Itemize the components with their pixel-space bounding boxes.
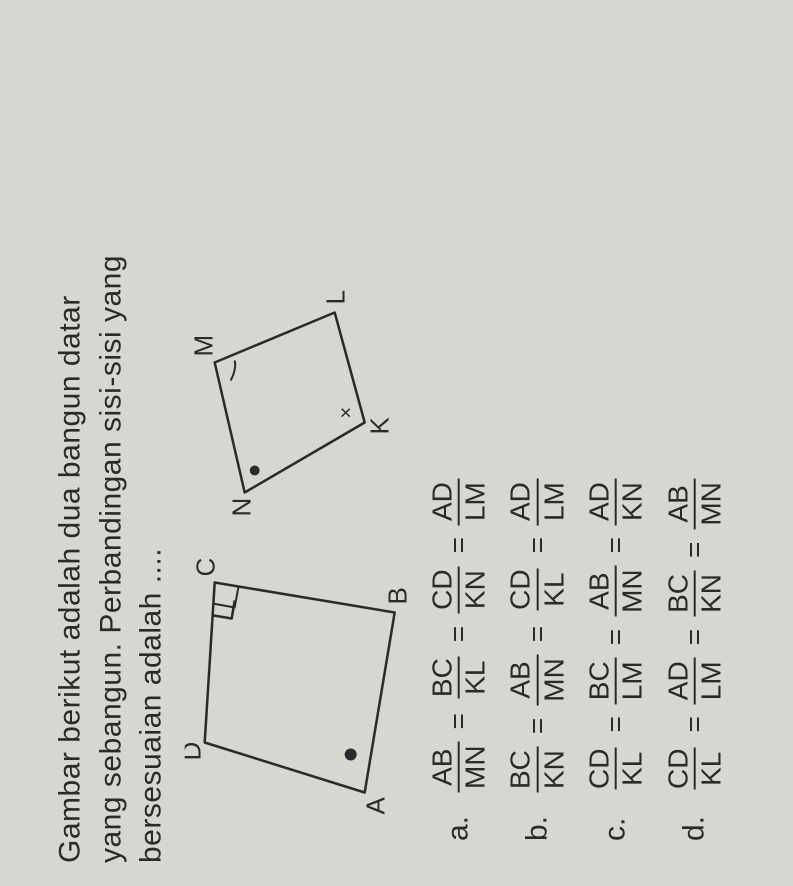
quad-klmn [214, 313, 364, 493]
frac: BCKN [506, 746, 569, 793]
option-label-d: d. [678, 793, 712, 841]
right-angle-mark-c [213, 601, 234, 619]
answer-options: a. ABMN = BCKL = CDKN = ADLM b. BCKN = A… [427, 23, 726, 841]
option-label-c: c. [599, 793, 633, 841]
equals-sign: = [521, 535, 553, 555]
angle-arc-m [230, 361, 235, 381]
option-a-expr: ABMN = BCKL = CDKN = ADLM [427, 478, 490, 793]
frac: ABMN [585, 565, 648, 617]
option-c-expr: CDKL = BCLM = ABMN = ADKN [585, 478, 648, 793]
frac: BCKN [664, 570, 727, 617]
equals-sign: = [443, 535, 475, 555]
q-line-3: bersesuaian adalah .... [135, 548, 168, 863]
frac: BCLM [585, 657, 648, 704]
frac: BCKL [427, 654, 490, 701]
x-mark-k: × [335, 407, 357, 419]
frac: CDKL [585, 745, 648, 793]
frac: ABMN [506, 654, 569, 706]
label-b: B [382, 588, 412, 605]
option-d-expr: CDKL = ADLM = BCKN = ABMN [664, 478, 727, 793]
option-c: c. CDKL = BCLM = ABMN = ADKN [585, 23, 648, 841]
equals-sign: = [521, 716, 553, 736]
question-text: Gambar berikut adalah dua bangun datar y… [51, 23, 173, 863]
frac: ADLM [427, 478, 490, 525]
frac: ADLM [664, 657, 727, 704]
q-line-2: yang sebangun. Perbandingan sisi-sisi ya… [94, 255, 127, 863]
label-n: N [226, 498, 256, 517]
label-m: M [188, 335, 218, 357]
right-angle-mark-c2 [212, 586, 238, 608]
equals-sign: = [443, 711, 475, 731]
equals-sign: = [679, 540, 711, 560]
option-label-b: b. [520, 793, 554, 841]
equals-sign: = [679, 627, 711, 647]
equals-sign: = [600, 714, 632, 734]
option-b: b. BCKN = ABMN = CDKL = ADLM [506, 23, 569, 841]
diagram-svg: A B C D N M L K × [184, 273, 414, 833]
label-k: K [364, 417, 394, 435]
frac: ABMN [427, 741, 490, 793]
frac: CDKN [427, 565, 490, 613]
option-label-a: a. [442, 793, 476, 841]
label-d: D [184, 742, 206, 761]
angle-dot-n [249, 466, 259, 476]
frac: ADKN [585, 478, 648, 525]
frac: CDKL [506, 565, 569, 613]
geometry-diagram: A B C D N M L K × [184, 23, 419, 833]
angle-dot-a [344, 749, 356, 761]
option-d: d. CDKL = ADLM = BCKN = ABMN [664, 23, 727, 841]
page-rotated: Gambar berikut adalah dua bangun datar y… [0, 47, 793, 840]
label-l: L [320, 291, 350, 305]
problem-content: Gambar berikut adalah dua bangun datar y… [51, 23, 743, 863]
frac: CDKL [664, 745, 727, 793]
option-b-expr: BCKN = ABMN = CDKL = ADLM [506, 478, 569, 793]
equals-sign: = [443, 624, 475, 644]
label-a: A [360, 797, 390, 815]
option-a: a. ABMN = BCKL = CDKN = ADLM [427, 23, 490, 841]
frac: ABMN [664, 478, 727, 530]
equals-sign: = [521, 624, 553, 644]
equals-sign: = [600, 627, 632, 647]
equals-sign: = [679, 714, 711, 734]
label-c: C [190, 558, 220, 577]
q-line-1: Gambar berikut adalah dua bangun datar [54, 295, 87, 863]
frac: ADLM [506, 478, 569, 525]
equals-sign: = [600, 535, 632, 555]
